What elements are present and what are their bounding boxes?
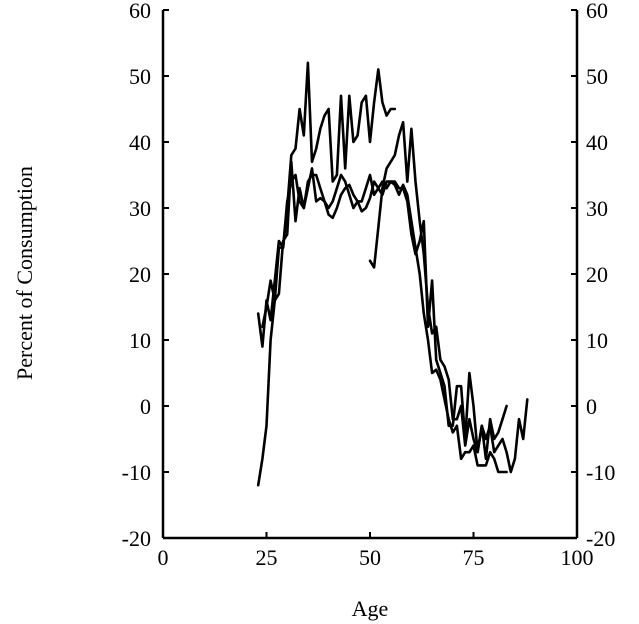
right-y-tick-label: -20	[586, 526, 615, 551]
y-axis-title: Percent of Consumption	[12, 166, 37, 380]
right-y-tick-label: 60	[586, 0, 608, 23]
x-tick-label: 75	[463, 545, 485, 570]
x-tick-label: 50	[359, 545, 381, 570]
right-y-tick-label: 10	[586, 328, 608, 353]
left-y-tick-label: 60	[129, 0, 151, 23]
ticks: 0 25 50 75 100-20-100102030405060-20-1001020…	[122, 0, 616, 570]
left-y-tick-label: 20	[129, 262, 151, 287]
x-tick-label: 25	[256, 545, 278, 570]
right-y-tick-label: 0	[586, 394, 597, 419]
x-tick-label: 0	[158, 545, 169, 570]
left-y-tick-label: -20	[122, 526, 151, 551]
right-y-tick-label: 20	[586, 262, 608, 287]
series-line-4	[262, 162, 506, 459]
left-y-tick-label: 10	[129, 328, 151, 353]
right-y-tick-label: 40	[586, 130, 608, 155]
left-y-tick-label: 0	[140, 394, 151, 419]
series-lines	[258, 63, 527, 485]
right-y-tick-label: -10	[586, 460, 615, 485]
left-y-tick-label: 50	[129, 64, 151, 89]
left-y-tick-label: 30	[129, 196, 151, 221]
left-y-tick-label: -10	[122, 460, 151, 485]
left-y-tick-label: 40	[129, 130, 151, 155]
x-axis-title: Age	[352, 596, 389, 621]
right-y-tick-label: 30	[586, 196, 608, 221]
right-y-tick-label: 50	[586, 64, 608, 89]
